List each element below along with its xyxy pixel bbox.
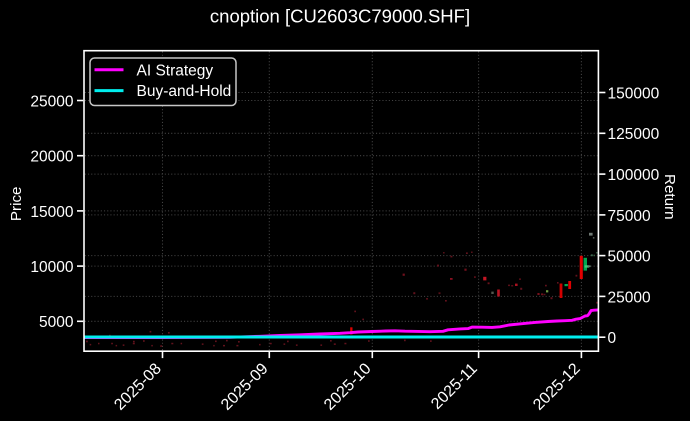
svg-text:15000: 15000	[30, 204, 73, 221]
svg-text:20000: 20000	[30, 149, 73, 166]
svg-text:Buy-and-Hold: Buy-and-Hold	[137, 83, 232, 100]
svg-text:75000: 75000	[608, 208, 651, 225]
svg-text:0: 0	[608, 330, 617, 347]
svg-text:Return: Return	[661, 174, 678, 220]
svg-text:100000: 100000	[608, 167, 660, 184]
svg-text:25000: 25000	[608, 289, 651, 306]
svg-text:125000: 125000	[608, 126, 660, 143]
svg-text:AI Strategy: AI Strategy	[137, 62, 214, 79]
svg-text:5000: 5000	[39, 314, 74, 331]
svg-text:50000: 50000	[608, 249, 651, 266]
svg-text:10000: 10000	[30, 259, 73, 276]
svg-text:cnoption [CU2603C79000.SHF]: cnoption [CU2603C79000.SHF]	[210, 6, 470, 27]
svg-text:Price: Price	[8, 186, 25, 221]
svg-text:150000: 150000	[608, 85, 660, 102]
svg-text:25000: 25000	[30, 93, 73, 110]
